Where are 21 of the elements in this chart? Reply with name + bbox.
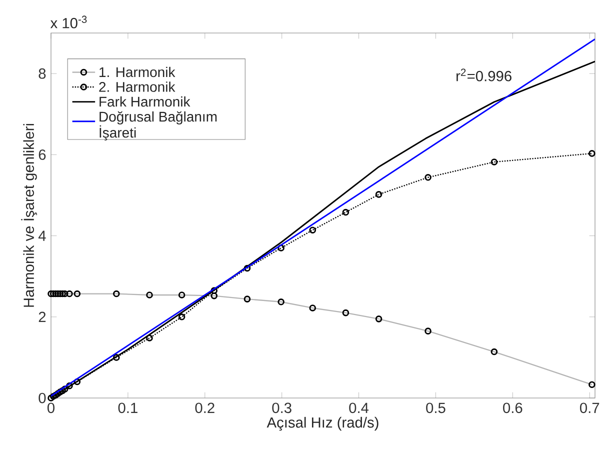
text: x 10$^{-3}$ xyxy=(50,16,87,28)
y-tick-label: 2 xyxy=(38,312,46,322)
x-axis-title: Açısal Hız (rad/s) xyxy=(266,416,378,431)
x-tick-label: 0.5 xyxy=(426,402,446,414)
y-tick-label: 8 xyxy=(38,68,46,79)
x-tick-label: 0.1 xyxy=(118,402,138,414)
y-tick-label: 0 xyxy=(38,392,46,404)
legend-label: 2. Harmonik xyxy=(99,82,176,92)
x-tick-label: 0.2 xyxy=(195,402,214,414)
x-tick-label: 0.3 xyxy=(272,402,292,414)
legend-label: Fark Harmonik xyxy=(100,96,190,107)
y-tick-label: 4 xyxy=(38,230,46,241)
annotation: r$^{2}$=0.996 xyxy=(456,68,512,82)
y-tick-label: 6 xyxy=(38,150,46,160)
x-tick-label: 0 xyxy=(47,402,54,414)
x-tick-label: 0.4 xyxy=(349,402,369,414)
legend-label: 1. Harmonik xyxy=(100,66,176,78)
legend-label: Doğrusal Bağlanım İşareti xyxy=(100,111,217,140)
x-tick-label: 0.7 xyxy=(580,402,600,414)
x-tick-label: 0.6 xyxy=(503,402,522,414)
y-axis-title: Harmonik ve İşaret genlikleri xyxy=(21,124,37,307)
